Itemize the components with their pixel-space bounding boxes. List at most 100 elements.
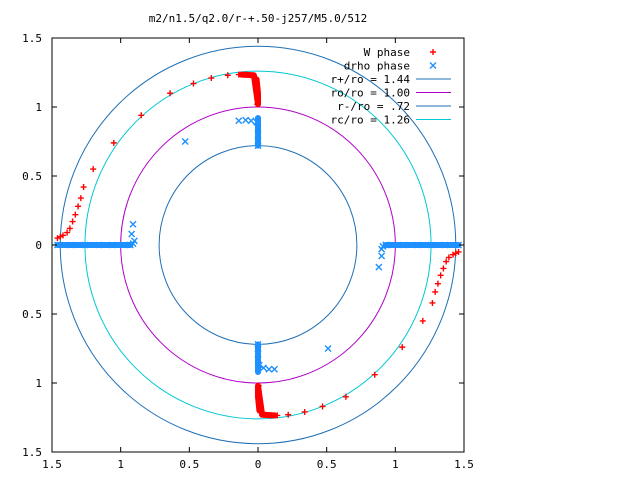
- point-0-53: [255, 382, 262, 389]
- point-0-40: [342, 393, 349, 400]
- point-1-25: [389, 241, 397, 249]
- point-1-35: [255, 361, 263, 369]
- point-0-25: [254, 95, 261, 102]
- point-1-15: [253, 118, 261, 126]
- point-0-7: [75, 203, 82, 210]
- point-1-13: [242, 116, 250, 124]
- point-0-23: [253, 84, 260, 91]
- point-0-36: [429, 299, 436, 306]
- point-1-32: [270, 365, 278, 373]
- point-0-13: [167, 90, 174, 97]
- point-0-2: [59, 232, 66, 239]
- axis-ticks: 1.5 1 0.5 0 0.5 1 1.51.510.500.511.5: [22, 32, 474, 471]
- point-0-35: [432, 288, 439, 295]
- legend-label-5: rc/ro = 1.26: [331, 114, 410, 127]
- point-0-4: [66, 225, 73, 232]
- legend-label-4: r-/ro = .72: [337, 100, 410, 113]
- point-0-31: [443, 258, 450, 265]
- y-tick-label-6: 1.5: [22, 446, 42, 459]
- point-1-20: [455, 241, 463, 249]
- point-1-34: [259, 364, 267, 372]
- point-1-14: [247, 117, 255, 125]
- point-0-9: [80, 184, 87, 191]
- y-tick-label-2: 0.5: [22, 170, 42, 183]
- point-1-24: [400, 241, 408, 249]
- point-1-4: [108, 241, 116, 249]
- point-1-10: [129, 220, 137, 228]
- point-1-36: [254, 356, 262, 364]
- point-0-34: [434, 280, 441, 287]
- point-1-29: [378, 252, 386, 260]
- point-1-12: [235, 117, 243, 125]
- point-0-51: [256, 393, 263, 400]
- point-0-10: [90, 166, 97, 173]
- point-1-11: [181, 138, 189, 145]
- point-1-9: [128, 230, 136, 238]
- point-1-22: [427, 241, 435, 249]
- point-0-29: [450, 251, 457, 258]
- point-0-12: [138, 112, 145, 119]
- point-0-24: [253, 90, 260, 97]
- point-1-30: [375, 263, 383, 271]
- point-1-33: [265, 365, 273, 373]
- legend-label-0: W phase: [364, 46, 410, 59]
- x-tick-label-5: 1: [392, 458, 399, 471]
- data-points: [53, 49, 463, 419]
- legend-marker-1: [429, 62, 437, 69]
- point-1-0: [53, 241, 61, 249]
- point-0-32: [440, 265, 447, 272]
- point-0-14: [190, 80, 197, 87]
- point-0-43: [285, 411, 292, 418]
- x-tick-label-3: 0: [255, 458, 262, 471]
- point-0-16: [224, 72, 231, 79]
- point-1-37: [254, 350, 262, 358]
- point-1-23: [413, 241, 421, 249]
- legend-marker-0: [430, 49, 436, 55]
- point-0-17: [235, 71, 242, 78]
- point-0-11: [110, 139, 117, 146]
- point-1-21: [441, 241, 449, 249]
- point-0-41: [319, 403, 326, 410]
- point-1-28: [378, 245, 386, 253]
- point-1-17: [254, 131, 262, 139]
- point-0-39: [371, 371, 378, 378]
- point-1-1: [67, 241, 75, 249]
- point-1-31: [324, 345, 332, 352]
- chart-title: m2/n1.5/q2.0/r-+.50-j257/M5.0/512: [149, 12, 368, 25]
- x-tick-label-0: 1.5: [42, 458, 62, 471]
- y-tick-label-5: 1: [35, 377, 42, 390]
- point-0-52: [255, 388, 262, 395]
- point-1-5: [119, 241, 127, 249]
- point-0-45: [267, 412, 274, 419]
- legend-label-2: r+/ro = 1.44: [331, 73, 411, 86]
- y-tick-label-0: 1.5: [22, 32, 42, 45]
- point-0-26: [254, 101, 261, 108]
- x-tick-label-4: 0.5: [317, 458, 337, 471]
- point-0-8: [77, 195, 84, 202]
- point-0-6: [72, 211, 79, 218]
- point-1-8: [130, 237, 138, 245]
- x-tick-label-2: 0.5: [179, 458, 199, 471]
- circle-2: [158, 145, 358, 345]
- point-0-50: [256, 399, 263, 406]
- point-1-3: [95, 241, 103, 249]
- legend-label-1: drho phase: [344, 60, 410, 73]
- point-0-42: [301, 408, 308, 415]
- point-0-33: [437, 272, 444, 279]
- x-tick-label-1: 1: [117, 458, 124, 471]
- legend-label-3: ro/ro = 1.00: [331, 87, 410, 100]
- y-tick-label-3: 0: [35, 239, 42, 252]
- point-0-44: [274, 412, 281, 419]
- point-1-19: [254, 142, 262, 150]
- point-1-16: [254, 124, 262, 132]
- point-0-30: [445, 254, 452, 261]
- y-tick-label-4: 0.5: [22, 308, 42, 321]
- point-0-18: [242, 71, 249, 78]
- x-tick-label-6: 1.5: [454, 458, 474, 471]
- point-0-5: [69, 218, 76, 225]
- point-0-3: [64, 229, 71, 236]
- point-1-2: [81, 241, 89, 249]
- point-0-37: [419, 317, 426, 324]
